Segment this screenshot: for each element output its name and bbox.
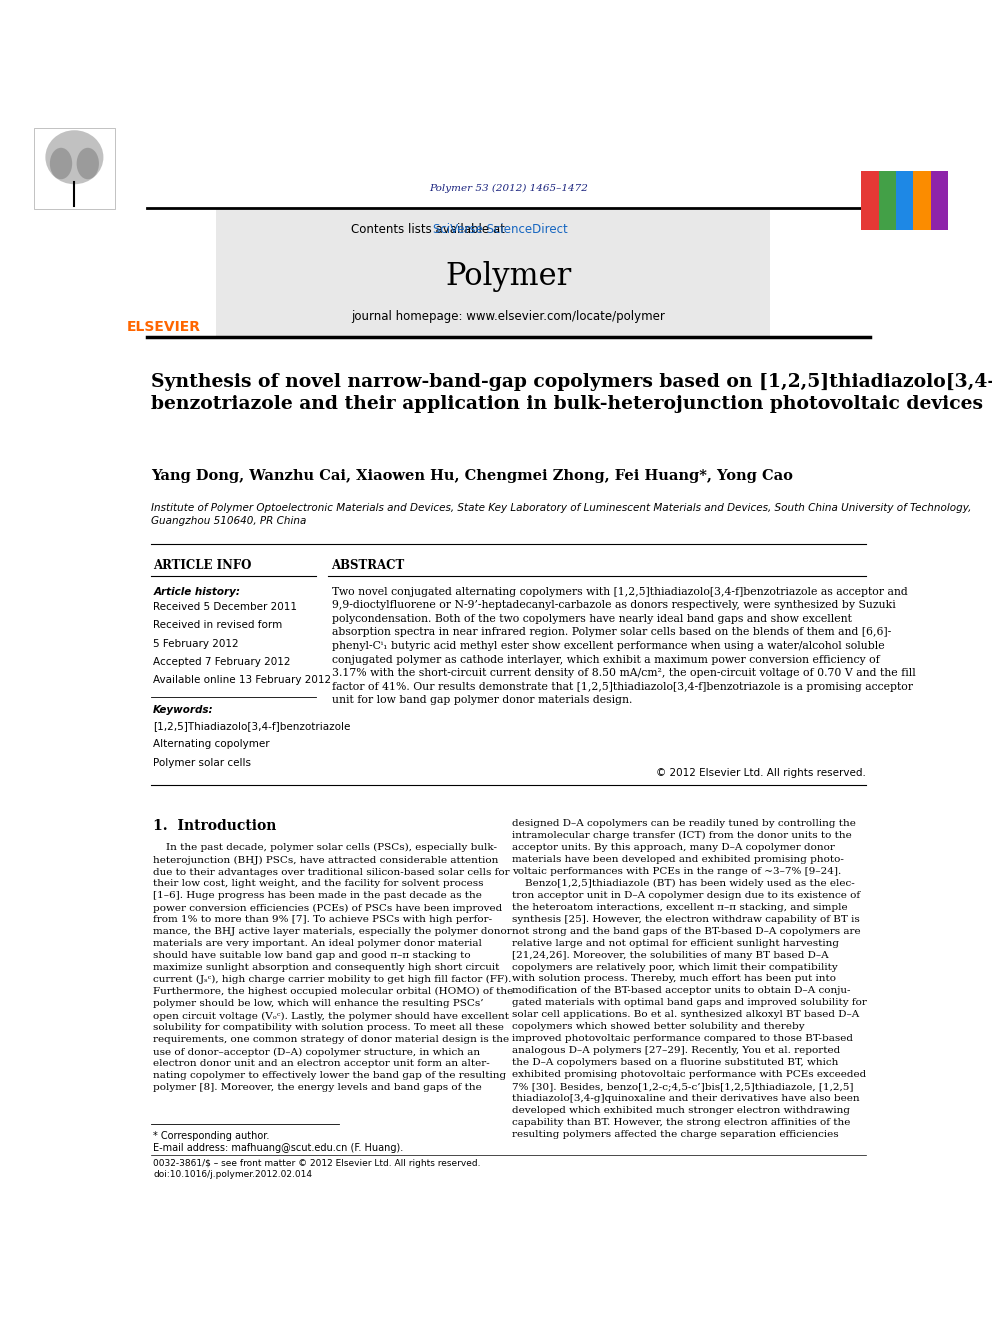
Text: ELSEVIER: ELSEVIER [127,320,201,333]
Text: E-mail address: mafhuang@scut.edu.cn (F. Huang).: E-mail address: mafhuang@scut.edu.cn (F.… [153,1143,404,1152]
Text: [1,2,5]Thiadiazolo[3,4-f]benzotriazole: [1,2,5]Thiadiazolo[3,4-f]benzotriazole [153,721,350,732]
Text: 0032-3861/$ – see front matter © 2012 Elsevier Ltd. All rights reserved.: 0032-3861/$ – see front matter © 2012 El… [153,1159,481,1168]
FancyBboxPatch shape [216,208,770,337]
Text: © 2012 Elsevier Ltd. All rights reserved.: © 2012 Elsevier Ltd. All rights reserved… [656,767,866,778]
Text: Yang Dong, Wanzhu Cai, Xiaowen Hu, Chengmei Zhong, Fei Huang*, Yong Cao: Yang Dong, Wanzhu Cai, Xiaowen Hu, Cheng… [151,470,793,483]
Text: Keywords:: Keywords: [153,705,214,714]
Ellipse shape [50,148,72,179]
Text: Polymer solar cells: Polymer solar cells [153,758,251,767]
Text: 5 February 2012: 5 February 2012 [153,639,239,648]
Text: Accepted 7 February 2012: Accepted 7 February 2012 [153,658,291,667]
Text: Article history:: Article history: [153,586,240,597]
Text: Available online 13 February 2012: Available online 13 February 2012 [153,675,331,685]
Text: Alternating copolymer: Alternating copolymer [153,740,270,749]
Text: Synthesis of novel narrow-band-gap copolymers based on [1,2,5]thiadiazolo[3,4-f]: Synthesis of novel narrow-band-gap copol… [151,373,992,413]
Text: * Corresponding author.: * Corresponding author. [153,1131,270,1140]
Text: SciVerse ScienceDirect: SciVerse ScienceDirect [433,224,567,235]
Text: Contents lists available at: Contents lists available at [351,224,509,235]
Text: 1.  Introduction: 1. Introduction [153,819,277,833]
Text: Two novel conjugated alternating copolymers with [1,2,5]thiadiazolo[3,4-f]benzot: Two novel conjugated alternating copolym… [331,586,916,705]
Text: polymer: polymer [881,138,929,148]
Text: Polymer 53 (2012) 1465–1472: Polymer 53 (2012) 1465–1472 [429,184,588,193]
Text: Institute of Polymer Optoelectronic Materials and Devices, State Key Laboratory : Institute of Polymer Optoelectronic Mate… [151,503,971,527]
FancyBboxPatch shape [34,127,114,209]
FancyBboxPatch shape [896,171,914,230]
Ellipse shape [46,130,103,184]
Text: designed D–A copolymers can be readily tuned by controlling the
intramolecular c: designed D–A copolymers can be readily t… [512,819,867,1139]
FancyBboxPatch shape [914,171,930,230]
Text: Received 5 December 2011: Received 5 December 2011 [153,602,298,613]
Text: doi:10.1016/j.polymer.2012.02.014: doi:10.1016/j.polymer.2012.02.014 [153,1171,312,1179]
FancyBboxPatch shape [879,171,896,230]
Text: ARTICLE INFO: ARTICLE INFO [153,560,252,572]
FancyBboxPatch shape [930,171,948,230]
FancyBboxPatch shape [861,171,879,230]
Ellipse shape [76,148,99,179]
Text: Polymer: Polymer [445,261,571,291]
Text: journal homepage: www.elsevier.com/locate/polymer: journal homepage: www.elsevier.com/locat… [351,310,666,323]
Text: In the past decade, polymer solar cells (PSCs), especially bulk-
heterojunction : In the past decade, polymer solar cells … [153,843,514,1093]
Text: ABSTRACT: ABSTRACT [331,560,405,572]
Text: Received in revised form: Received in revised form [153,620,283,630]
